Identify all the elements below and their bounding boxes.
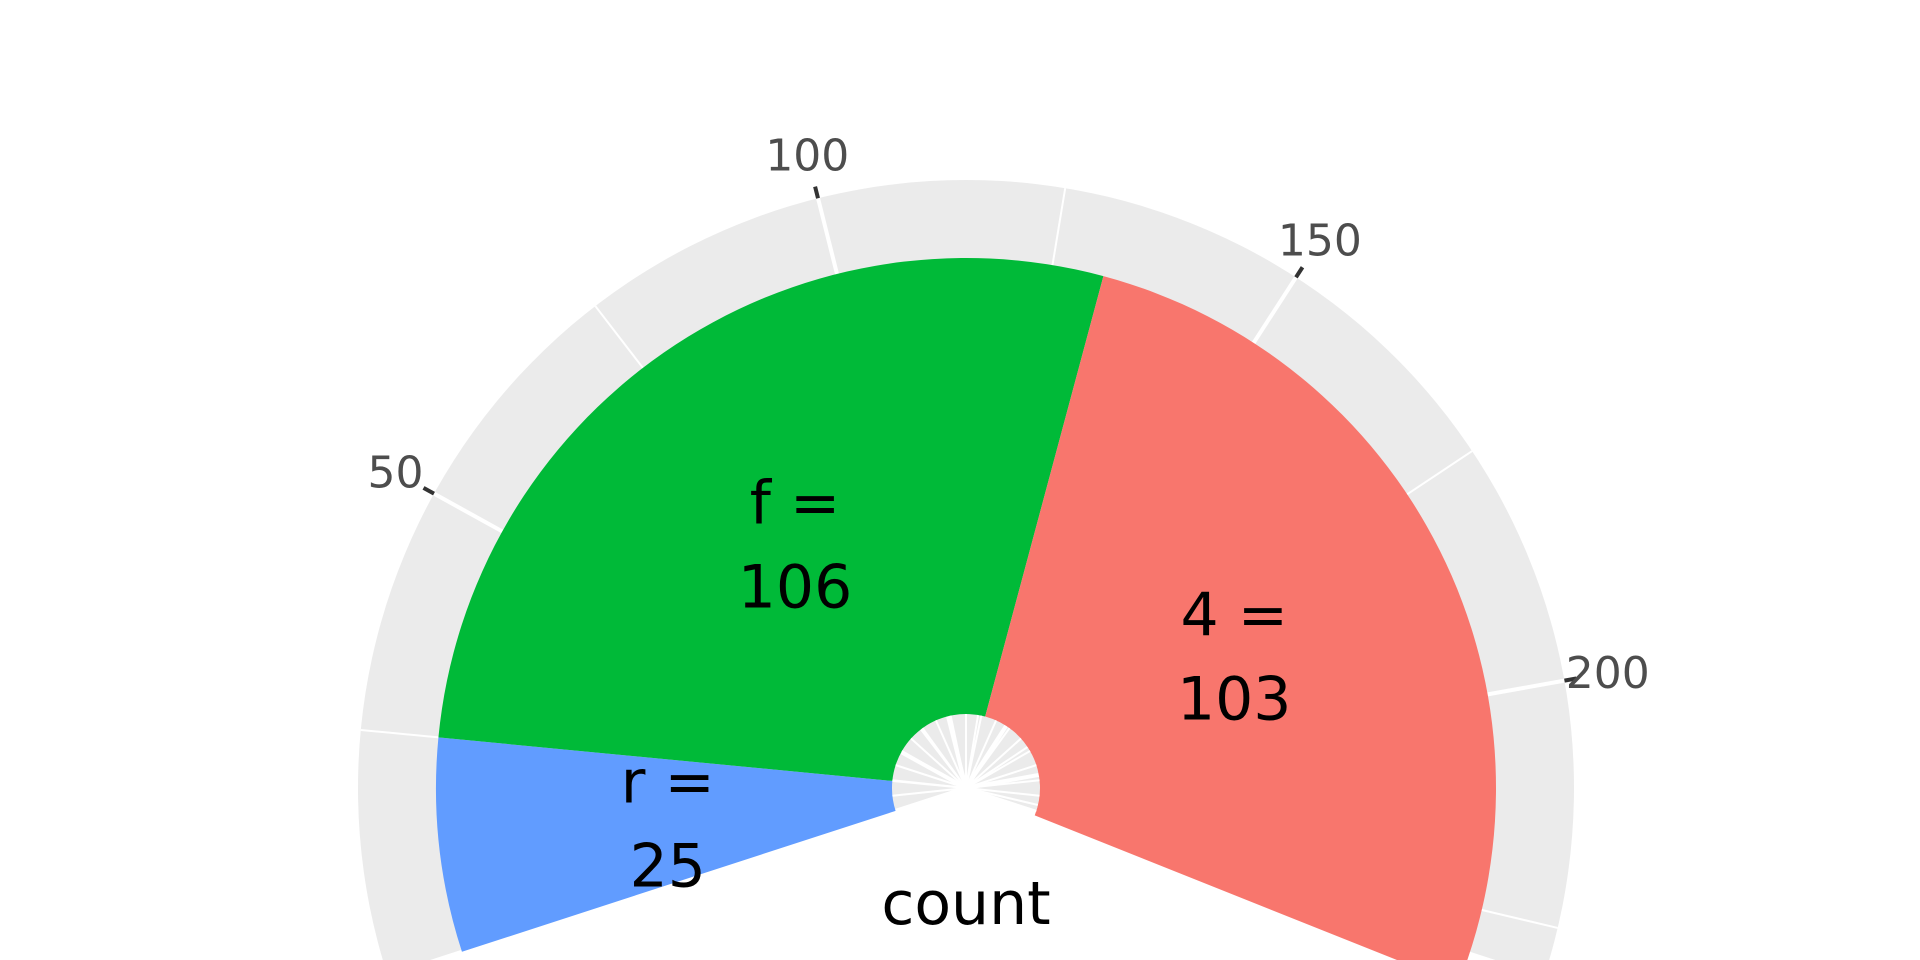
- hub-grid-line: [965, 737, 1022, 789]
- axis-tick: [813, 186, 820, 199]
- axis-tick: [1294, 266, 1305, 279]
- slice-label-f: f =: [750, 468, 840, 538]
- hub-grid-line: [949, 715, 967, 789]
- hub-grid-line: [965, 750, 1031, 789]
- hub-grid-line: [965, 779, 1040, 789]
- hub-grid-line: [934, 719, 967, 789]
- axis-title: count: [881, 869, 1050, 939]
- slice-labels: r = 25 f = 106 4 = 103: [621, 468, 1292, 901]
- hub-grid-line: [892, 787, 967, 797]
- hub-grid-line: [965, 719, 998, 789]
- slice-4: [985, 276, 1496, 960]
- slice-label-4: 4 =: [1180, 581, 1288, 651]
- slices: [436, 257, 1496, 960]
- hub-grid-line: [901, 750, 967, 789]
- hub-grid-line: [965, 787, 1040, 797]
- tick-label: 50: [368, 447, 424, 498]
- slice-label-r: r =: [621, 748, 715, 818]
- slice-r: [436, 737, 896, 952]
- hub-grid-line: [895, 787, 967, 812]
- hub-grid-line: [965, 727, 1011, 789]
- axis-tick: [422, 486, 435, 496]
- slice-value-r: 25: [630, 832, 706, 902]
- axis-ticks: 050100150200: [368, 131, 1650, 699]
- slice-value-f: 106: [738, 552, 853, 622]
- slice-f: [438, 257, 1104, 781]
- hub-grid-line: [965, 764, 1037, 789]
- tick-label: 200: [1566, 648, 1650, 699]
- slice-value-4: 103: [1177, 665, 1292, 735]
- inner-grid-lines: [892, 714, 1040, 812]
- hub-grid-line: [892, 779, 967, 789]
- hub-grid-line: [910, 737, 967, 789]
- tick-label: 100: [765, 131, 849, 182]
- hub-grid-line: [965, 787, 1037, 812]
- hub-grid-line: [895, 764, 967, 789]
- tick-label: 150: [1278, 215, 1362, 266]
- hub-grid-line: [921, 727, 967, 789]
- axis-tick: [1564, 676, 1577, 683]
- hub-grid-line: [965, 715, 983, 789]
